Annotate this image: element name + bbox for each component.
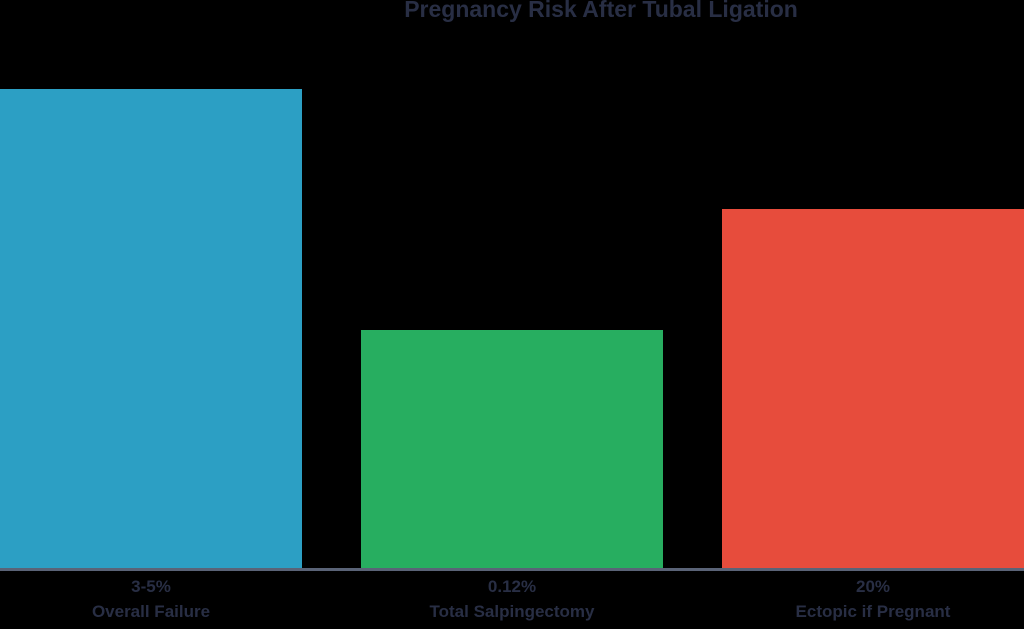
value-label: 3-5% bbox=[131, 577, 171, 596]
category-label: Ectopic if Pregnant bbox=[795, 602, 951, 621]
x-tick-overall-failure: 3-5% Overall Failure bbox=[0, 577, 302, 621]
value-label: 20% bbox=[855, 577, 891, 596]
bar-overall-failure bbox=[0, 89, 302, 568]
x-axis-line bbox=[0, 568, 1024, 571]
category-label: Overall Failure bbox=[91, 602, 211, 621]
x-tick-total-salpingectomy: 0.12% Total Salpingectomy bbox=[361, 577, 663, 621]
bar-ectopic-if-pregnant bbox=[722, 209, 1024, 568]
chart-title: Pregnancy Risk After Tubal Ligation bbox=[404, 0, 798, 22]
x-tick-ectopic-if-pregnant: 20% Ectopic if Pregnant bbox=[722, 577, 1024, 621]
category-label: Total Salpingectomy bbox=[429, 602, 595, 621]
bar-total-salpingectomy bbox=[361, 330, 663, 568]
value-label: 0.12% bbox=[487, 577, 537, 596]
